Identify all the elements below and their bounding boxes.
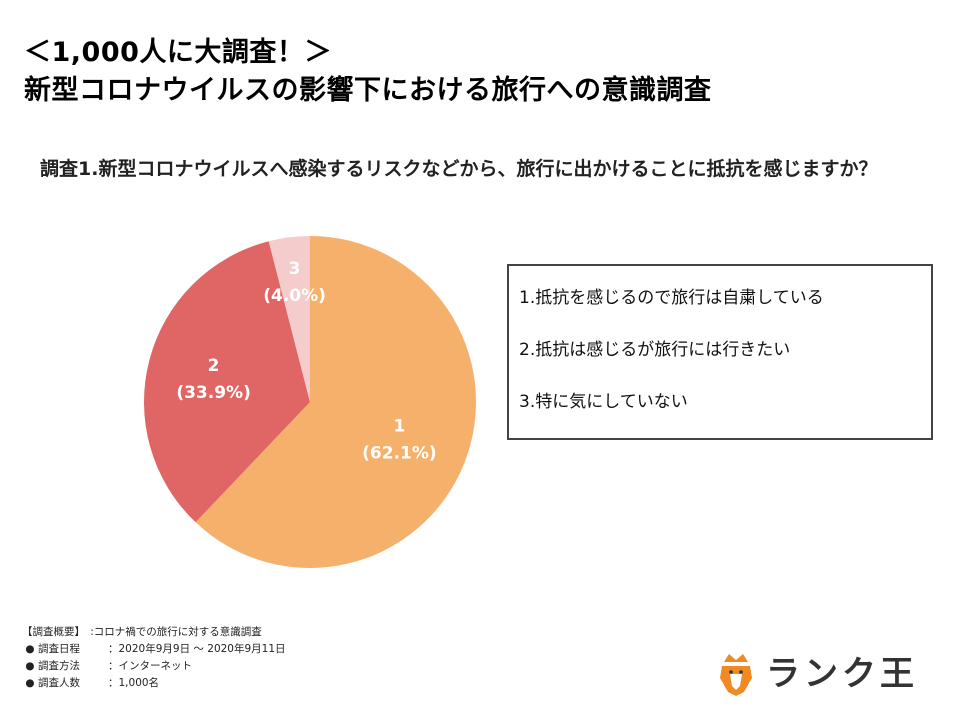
slice-label-3: 3: [289, 259, 301, 279]
legend-box: 1.抵抗を感じるので旅行は自粛している 2.抵抗は感じるが旅行には行きたい 3.…: [507, 264, 933, 440]
slice-label-1: 1: [393, 417, 405, 437]
survey-value: ：2020年9月9日 〜 2020年9月11日: [108, 643, 286, 655]
survey-label: 調査方法: [38, 660, 80, 672]
slice-label-2: 2: [208, 356, 220, 376]
legend-item-1: 1.抵抗を感じるので旅行は自粛している: [519, 288, 824, 308]
survey-row-method: ● 調査方法 ：インターネット: [22, 658, 286, 675]
slice-percent-1: (62.1%): [362, 444, 437, 464]
bullet-icon: ●: [25, 643, 35, 655]
survey-value: ：1,000名: [108, 677, 160, 689]
slice-percent-3: (4.0%): [263, 286, 326, 306]
pie-slice-2: [144, 241, 310, 523]
survey-row-count: ● 調査人数 ：1,000名: [22, 675, 286, 692]
survey-row-date: ● 調査日程 ：2020年9月9日 〜 2020年9月11日: [22, 641, 286, 658]
brand-logo: ランク王: [716, 652, 916, 696]
survey-label: 調査日程: [38, 643, 80, 655]
slice-percent-2: (33.9%): [176, 383, 251, 403]
survey-label: 調査人数: [38, 677, 80, 689]
page-title: ＜1,000人に大調査！＞ 新型コロナウイルスの影響下における旅行への意識調査: [24, 34, 944, 110]
bullet-icon: ●: [25, 660, 35, 672]
survey-heading: 【調査概要】 :コロナ禍での旅行に対する意識調査: [22, 626, 262, 638]
logo-text: ランク王: [766, 654, 918, 694]
pie-slice-3: [268, 236, 310, 402]
title-line-1: ＜1,000人に大調査！＞: [24, 37, 332, 68]
survey-value: ：インターネット: [108, 660, 192, 672]
legend-item-3: 3.特に気にしていない: [519, 392, 688, 412]
title-line-2: 新型コロナウイルスの影響下における旅行への意識調査: [24, 75, 712, 106]
survey-summary: 【調査概要】 :コロナ禍での旅行に対する意識調査 ● 調査日程 ：2020年9月9日…: [22, 624, 286, 692]
bullet-icon: ●: [25, 677, 35, 689]
survey-question: 調査1.新型コロナウイルスへ感染するリスクなどから、旅行に出かけることに抵抗を感…: [40, 158, 878, 180]
crowned-lion-icon: [720, 654, 752, 696]
legend-item-2: 2.抵抗は感じるが旅行には行きたい: [519, 340, 791, 360]
pie-slice-1: [195, 236, 476, 569]
